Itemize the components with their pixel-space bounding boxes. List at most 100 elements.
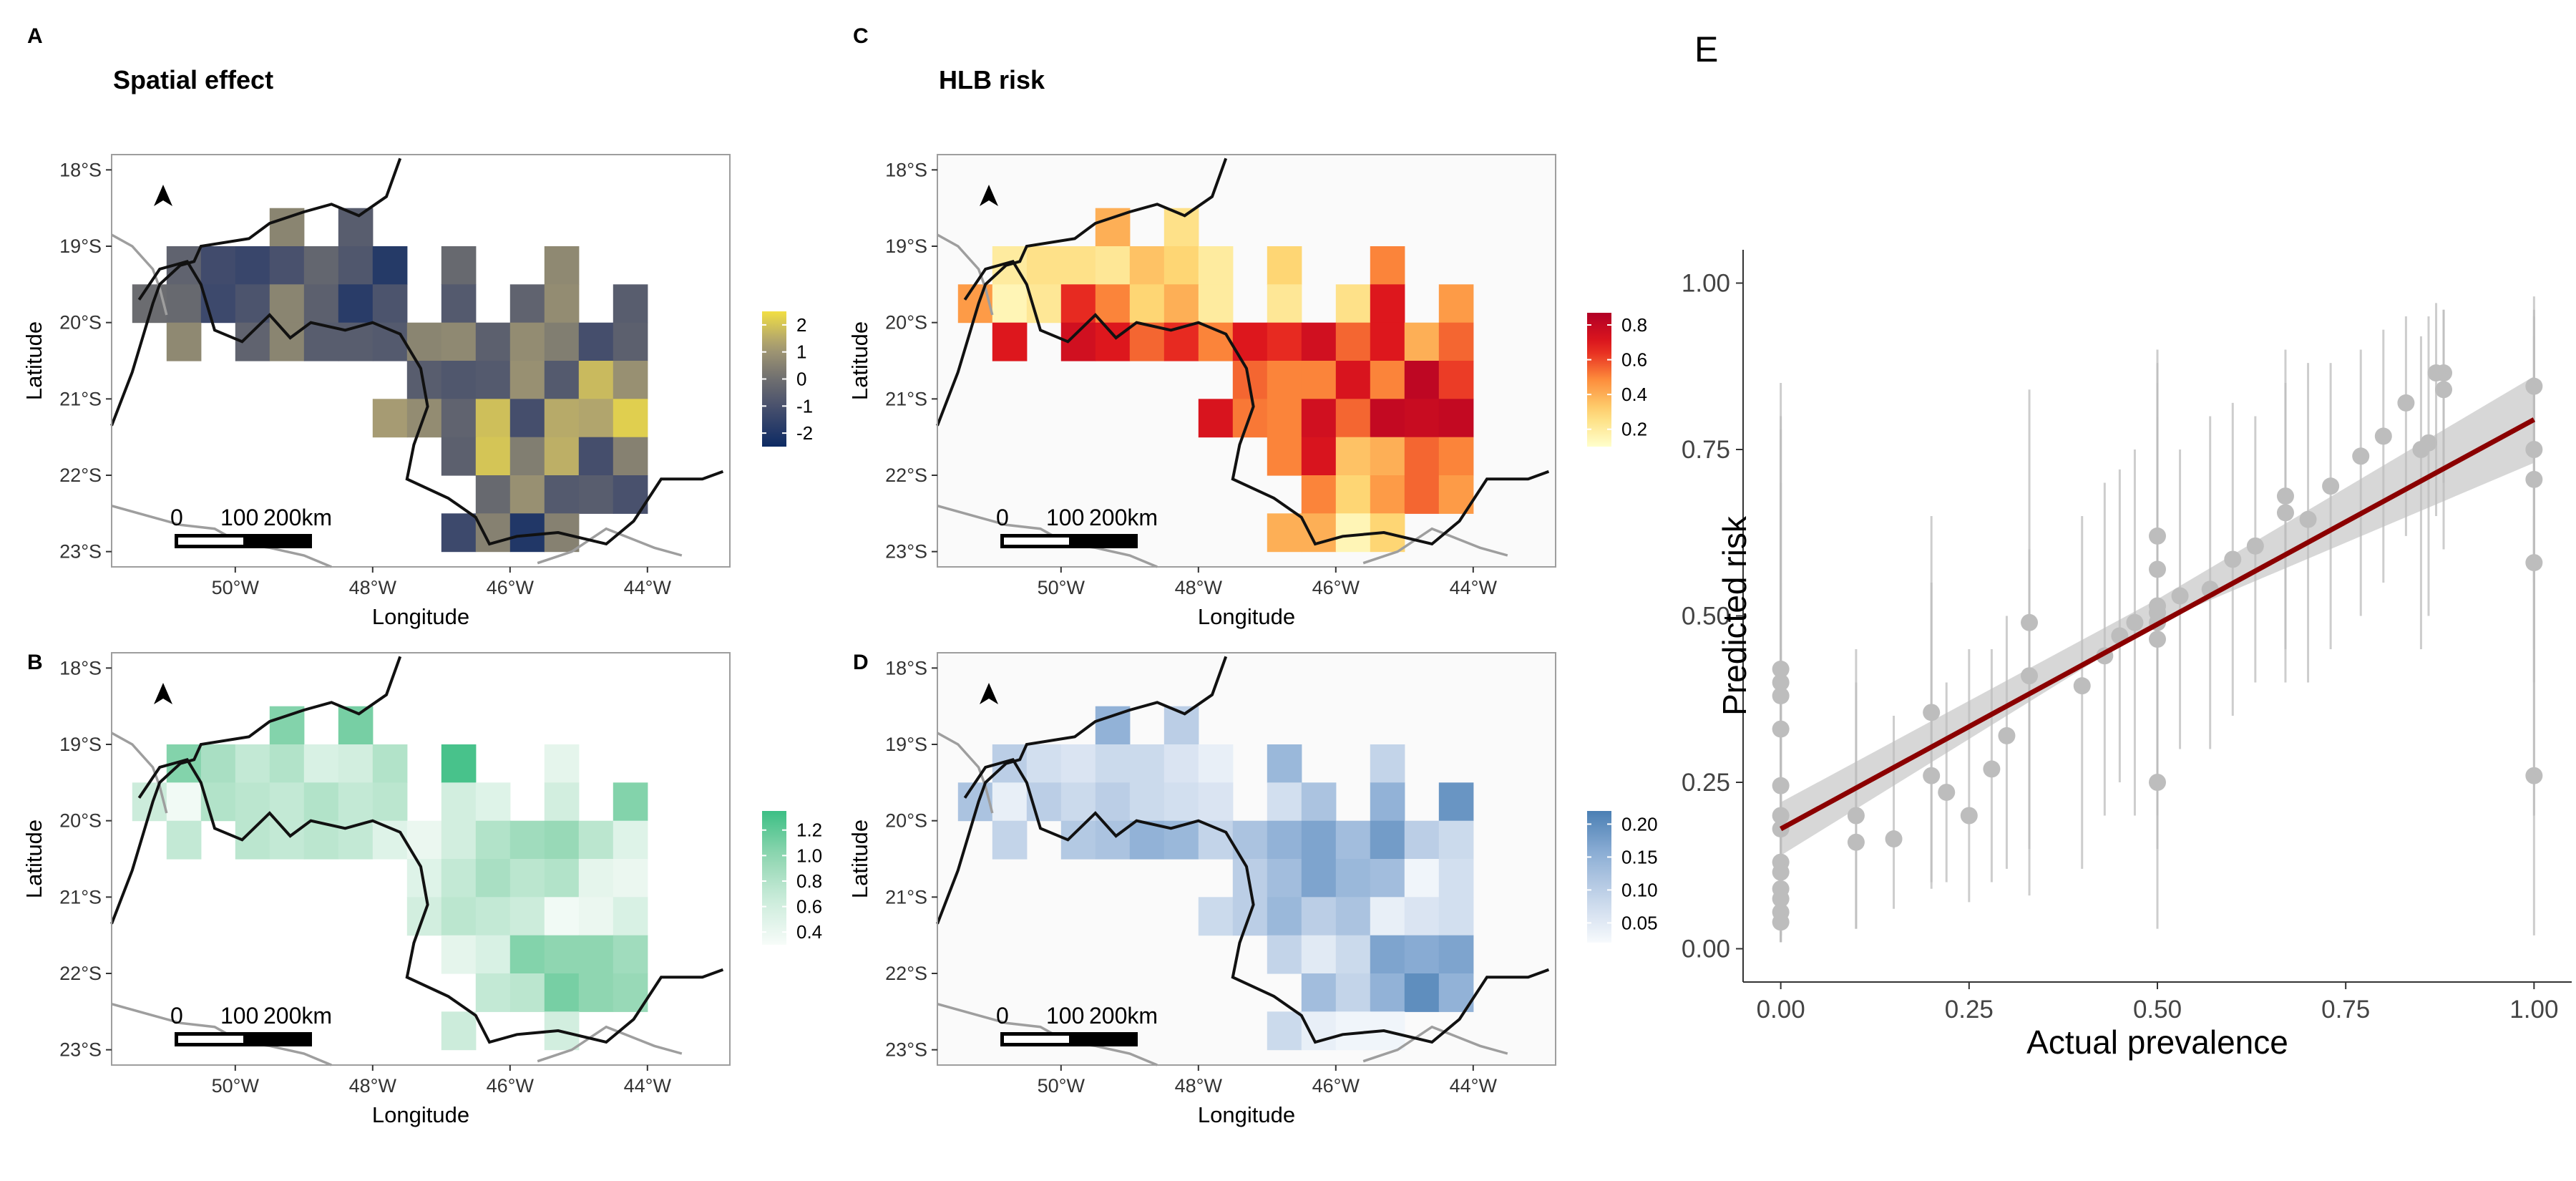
grid-cell <box>200 744 236 783</box>
grid-cell <box>235 246 270 285</box>
data-point <box>2525 470 2543 488</box>
grid-cell <box>1335 897 1371 936</box>
grid-cell <box>303 284 339 324</box>
data-point <box>2525 554 2543 572</box>
data-point <box>2246 537 2264 555</box>
grid-cell <box>441 935 477 974</box>
y-tick-label: 0.25 <box>1682 769 1730 797</box>
grid-cell <box>509 935 545 974</box>
y-tick-label: 23°S <box>885 1039 927 1061</box>
panel-title-a: Spatial effect <box>113 65 273 94</box>
grid-cell <box>1404 322 1440 361</box>
grid-cell <box>1060 782 1096 822</box>
y-tick-label: 18°S <box>59 159 102 180</box>
grid-cell <box>1335 437 1371 476</box>
map-panel-b: 0 100 200km 50°W 48°W 46°W 44°W 18°S 19°S 20°S 21°… <box>21 652 822 1127</box>
grid-cell <box>509 475 545 514</box>
y-tick-label: 22°S <box>59 963 102 984</box>
grid-cell <box>1370 284 1405 324</box>
x-tick-label: 46°W <box>487 577 535 598</box>
grid-cell <box>1301 322 1337 361</box>
grid-cell <box>1370 246 1405 285</box>
colorbar-tick-label: 0.6 <box>1621 349 1647 371</box>
colorbar-tick-label: 0.20 <box>1621 813 1658 835</box>
grid-cell <box>1095 744 1131 783</box>
grid-cell <box>509 437 545 476</box>
grid-cell <box>475 935 511 974</box>
x-tick-label: 44°W <box>1450 577 1498 598</box>
x-axis-label: Longitude <box>1198 604 1295 629</box>
x-tick-label: 46°W <box>487 1075 535 1097</box>
grid-cell <box>441 744 477 783</box>
neighbor-border <box>537 527 683 565</box>
x-tick-label: 48°W <box>1175 1075 1223 1097</box>
grid-cell <box>475 820 511 860</box>
data-point <box>1772 674 1790 691</box>
data-point <box>2276 504 2294 522</box>
y-tick-label: 23°S <box>885 541 927 563</box>
grid-cell <box>372 284 408 324</box>
grid-cell <box>441 284 477 324</box>
data-point <box>2397 394 2415 412</box>
y-tick-label: 18°S <box>885 657 927 679</box>
grid-cell <box>1301 361 1337 399</box>
grid-cell <box>1404 437 1440 476</box>
grid-cell <box>269 322 305 361</box>
data-point <box>1772 807 1790 825</box>
grid-cell <box>235 744 270 783</box>
y-tick-label: 19°S <box>59 235 102 257</box>
data-point <box>1847 807 1865 825</box>
colorbar <box>762 811 786 945</box>
grid-cell <box>372 246 408 285</box>
colorbar-tick-label: 1 <box>796 341 806 363</box>
data-point <box>2352 447 2370 465</box>
panel-title-c: HLB risk <box>939 65 1045 94</box>
grid-cell <box>1370 973 1405 1012</box>
grid-cell <box>303 322 339 361</box>
grid-cell <box>1095 782 1131 822</box>
data-point <box>1772 660 1790 678</box>
grid-cell <box>544 897 580 936</box>
grid-cell <box>1129 246 1165 285</box>
grid-cell <box>1301 897 1337 936</box>
grid-cell <box>1370 399 1405 438</box>
grid-cell <box>1438 897 1474 936</box>
north-arrow-icon <box>980 185 998 206</box>
colorbar-tick-label: 0.2 <box>1621 419 1647 440</box>
data-point <box>1772 863 1790 881</box>
grid-cell <box>1404 935 1440 974</box>
grid-cell <box>1301 1011 1337 1051</box>
x-axis-label: Longitude <box>372 1102 469 1127</box>
y-axis-label: Latitude <box>847 820 872 898</box>
data-point <box>2126 613 2144 631</box>
data-point <box>1998 726 2016 744</box>
grid-cell <box>1438 859 1474 898</box>
scalebar-white <box>178 1036 243 1043</box>
grid-cell <box>509 513 545 553</box>
grid-cell <box>1198 399 1234 438</box>
grid-cell <box>509 973 545 1012</box>
x-tick-label: 48°W <box>349 1075 397 1097</box>
map-panel-d: 0 100 200km 50°W 48°W 46°W 44°W 18°S 19°S 20°S 21°… <box>847 652 1658 1127</box>
scalebar-label: 0 <box>170 1003 183 1029</box>
grid-cell <box>1370 859 1405 898</box>
data-point <box>2149 560 2166 578</box>
grid-cell <box>1095 284 1131 324</box>
grid-cell <box>1370 897 1405 936</box>
grid-cell <box>1198 246 1234 285</box>
grid-cell <box>166 820 202 860</box>
grid-cell <box>992 782 1028 822</box>
y-tick-label: 18°S <box>885 159 927 180</box>
data-point <box>1938 783 1956 801</box>
grid-cell <box>1301 782 1337 822</box>
colorbar <box>1587 811 1611 943</box>
data-point <box>1772 777 1790 794</box>
fit-line <box>1779 417 2536 832</box>
grid-cell <box>1438 399 1474 438</box>
panel-label-e: E <box>1694 29 1718 69</box>
data-point <box>2224 550 2242 568</box>
grid-cell <box>1370 475 1405 514</box>
map-frame <box>937 652 1556 1066</box>
colorbar-tick-label: 0.8 <box>796 870 822 892</box>
